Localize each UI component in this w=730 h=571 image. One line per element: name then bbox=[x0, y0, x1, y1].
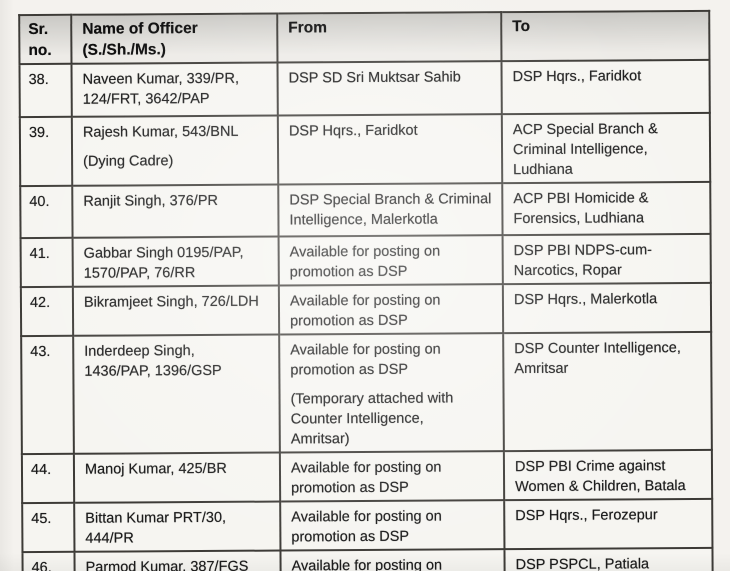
table-row: 44. Manoj Kumar, 425/BR Available for po… bbox=[21, 449, 713, 504]
header-row: Sr. no. Name of Officer (S./Sh./Ms.) Fro… bbox=[19, 10, 710, 65]
cell-sr-no: 43. bbox=[21, 335, 74, 455]
cell-to: DSP PSPCL, Patiala bbox=[504, 547, 713, 571]
cell-sr-no: 42. bbox=[20, 286, 74, 337]
cell-to: DSP PBI NDPS-cum- Narcotics, Ropar bbox=[502, 233, 711, 285]
table-row: 38. Naveen Kumar, 339/PR, 124/FRT, 3642/… bbox=[19, 59, 710, 118]
cell-from: Available for posting on promotion as DS… bbox=[278, 284, 504, 335]
cell-sr-no: 38. bbox=[19, 63, 72, 118]
officer-transfer-table: Sr. no. Name of Officer (S./Sh./Ms.) Fro… bbox=[18, 9, 714, 571]
cell-to: DSP Counter Intelligence, Amritsar bbox=[503, 331, 712, 452]
column-header-from: From bbox=[277, 12, 502, 63]
table-row: 42. Bikramjeet Singh, 726/LDH Available … bbox=[20, 282, 712, 337]
cell-from: Available for posting on promotion as DS… bbox=[278, 235, 503, 286]
cell-to: DSP Hqrs., Malerkotla bbox=[502, 282, 712, 334]
cell-sr-no: 45. bbox=[22, 502, 75, 553]
cell-officer-name: Manoj Kumar, 425/BR bbox=[73, 452, 281, 503]
cell-sr-no: 46. bbox=[22, 551, 75, 571]
cell-officer-name: Ranjit Singh, 376/PR bbox=[72, 184, 279, 238]
table-row: 46. Parmod Kumar, 387/FGS Available for … bbox=[22, 547, 713, 571]
cell-from: DSP SD Sri Muktsar Sahib bbox=[277, 61, 502, 116]
cell-to: DSP Hqrs., Ferozepur bbox=[504, 498, 713, 550]
column-header-to: To bbox=[501, 10, 710, 62]
cell-from: Available for posting on promotion as DS… bbox=[280, 549, 505, 571]
cell-officer-name: Inderdeep Singh, 1436/PAP, 1396/GSP bbox=[73, 334, 280, 454]
table-row: 40. Ranjit Singh, 376/PR DSP Special Bra… bbox=[20, 181, 711, 239]
table-row: 43. Inderdeep Singh, 1436/PAP, 1396/GSP … bbox=[21, 331, 712, 455]
table-row: 45. Bittan Kumar PRT/30, 444/PR Availabl… bbox=[22, 498, 713, 553]
cell-sr-no: 44. bbox=[21, 453, 75, 504]
cell-to: ACP PBI Homicide & Forensics, Ludhiana bbox=[502, 181, 711, 236]
cell-officer-name: Bittan Kumar PRT/30, 444/PR bbox=[74, 501, 281, 552]
table-row: 39. Rajesh Kumar, 543/BNL (Dying Cadre) D… bbox=[19, 112, 711, 187]
cell-officer-name: Gabbar Singh 0195/PAP, 1570/PAP, 76/RR bbox=[72, 236, 279, 287]
cell-sr-no: 40. bbox=[20, 185, 73, 239]
cell-officer-name: Bikramjeet Singh, 726/LDH bbox=[72, 285, 280, 336]
cell-from: DSP Special Branch & Criminal Intelligen… bbox=[278, 183, 503, 237]
cell-from: Available for posting on promotion as DS… bbox=[279, 333, 504, 453]
cell-sr-no: 39. bbox=[19, 116, 73, 187]
cell-to: DSP PBI Crime against Women & Children, … bbox=[503, 449, 713, 501]
cell-officer-name: Rajesh Kumar, 543/BNL (Dying Cadre) bbox=[71, 115, 279, 186]
cell-officer-name: Parmod Kumar, 387/FGS bbox=[74, 550, 281, 571]
column-header-sr-no: Sr. no. bbox=[19, 14, 72, 65]
cell-from: DSP Hqrs., Faridkot bbox=[277, 114, 503, 185]
table-row: 41. Gabbar Singh 0195/PAP, 1570/PAP, 76/… bbox=[20, 233, 711, 288]
cell-from: Available for posting on promotion as DS… bbox=[280, 500, 505, 551]
cell-officer-name: Naveen Kumar, 339/PR, 124/FRT, 3642/PAP bbox=[71, 62, 278, 117]
cell-sr-no: 41. bbox=[20, 237, 73, 288]
cell-to: ACP Special Branch & Criminal Intelligen… bbox=[501, 112, 711, 184]
cell-to: DSP Hqrs., Faridkot bbox=[501, 59, 710, 115]
column-header-officer-name: Name of Officer (S./Sh./Ms.) bbox=[71, 13, 278, 64]
cell-from: Available for posting on promotion as DS… bbox=[279, 451, 505, 502]
